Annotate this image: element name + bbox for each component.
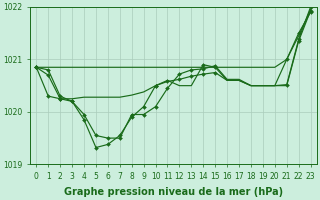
X-axis label: Graphe pression niveau de la mer (hPa): Graphe pression niveau de la mer (hPa): [64, 187, 283, 197]
